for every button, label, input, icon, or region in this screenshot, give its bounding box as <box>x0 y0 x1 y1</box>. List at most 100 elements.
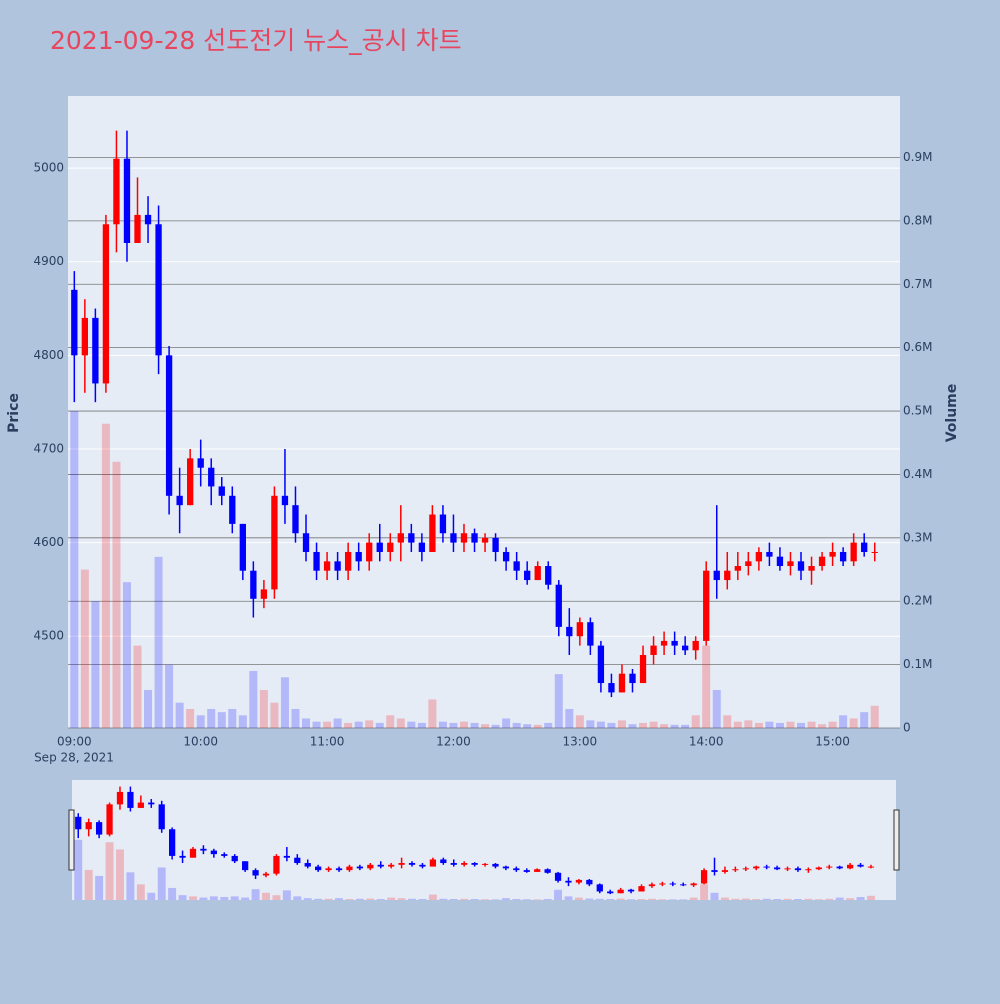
candle-body <box>355 551 362 562</box>
candle-body <box>210 850 217 855</box>
volume-bar <box>418 899 427 900</box>
volume-bar <box>502 718 511 728</box>
volume-bar <box>491 899 500 900</box>
y-axis-title: Price <box>6 393 22 433</box>
candle-body <box>294 857 301 864</box>
volume-bar <box>765 721 774 728</box>
volume-bar <box>617 720 626 728</box>
volume-bar <box>196 715 205 728</box>
candle-body <box>839 551 847 562</box>
candle-body <box>700 870 708 884</box>
volume-bar <box>565 708 574 728</box>
candle-body <box>398 863 405 865</box>
volume-bar <box>814 899 823 900</box>
volume-bar <box>744 720 753 728</box>
y-tick-label: 4500 <box>33 629 64 643</box>
candle-body <box>85 822 92 830</box>
volume-bar <box>249 670 258 728</box>
volume-bar <box>835 897 844 900</box>
volume-bar <box>702 645 711 728</box>
volume-bar <box>668 899 677 900</box>
candle-body <box>148 802 155 805</box>
volume-bar <box>658 899 667 900</box>
candle-body <box>323 561 331 571</box>
volume-bar <box>660 724 669 728</box>
volume-bar <box>122 582 131 728</box>
volume-bar <box>754 722 763 728</box>
candle-body <box>629 673 636 684</box>
candle-body <box>850 542 857 562</box>
candle-body <box>797 561 805 571</box>
volume-bar <box>365 720 374 728</box>
candle-body <box>315 866 322 871</box>
volume-bar <box>522 899 531 900</box>
volume-bar <box>710 892 719 900</box>
y2-axis-title: Volume <box>944 384 960 443</box>
volume-bar <box>741 898 750 900</box>
candle-body <box>565 880 572 883</box>
volume-bar <box>74 839 83 900</box>
x-tick-label: 14:00 <box>689 735 724 749</box>
candle-body <box>144 214 152 225</box>
volume-bar <box>376 899 385 900</box>
volume-bar <box>293 896 302 900</box>
x-tick-label: 13:00 <box>563 735 598 749</box>
volume-bar <box>700 884 709 900</box>
candle-body <box>429 514 436 552</box>
volume-bar <box>270 702 279 728</box>
volume-bar <box>554 674 563 728</box>
range-handle-right[interactable] <box>893 809 900 871</box>
candle-body <box>387 542 394 552</box>
candle-body <box>753 866 760 869</box>
candle-body <box>75 816 82 830</box>
candle-body <box>208 467 215 487</box>
range-handle-left[interactable] <box>68 809 75 871</box>
candle-body <box>703 570 710 641</box>
candle-body <box>608 683 615 693</box>
volume-bar <box>407 721 416 728</box>
volume-bar <box>596 721 605 728</box>
volume-bar <box>428 699 437 728</box>
volume-bar <box>387 897 396 900</box>
volume-bar <box>783 898 792 900</box>
volume-bar <box>136 884 145 900</box>
plot-area <box>68 96 900 728</box>
volume-bar <box>595 898 604 900</box>
volume-bar <box>501 898 510 900</box>
volume-bar <box>606 899 615 900</box>
y2-tick-label: 0 <box>903 721 911 735</box>
volume-bar <box>856 896 865 900</box>
volume-bar <box>786 721 795 728</box>
y-tick-label: 4900 <box>33 254 64 268</box>
volume-bar <box>523 724 532 728</box>
candle-body <box>638 886 645 892</box>
volume-bar <box>154 556 163 728</box>
candle-body <box>242 861 249 871</box>
candle-body <box>218 486 225 496</box>
candle-body <box>281 495 289 506</box>
candle-body <box>648 884 656 887</box>
candle-body <box>176 495 183 506</box>
candle-body <box>137 802 144 808</box>
volume-bar <box>116 849 124 900</box>
volume-bar <box>355 898 364 900</box>
volume-bar <box>533 724 542 728</box>
volume-bar <box>241 897 250 900</box>
volume-bar <box>449 899 458 900</box>
volume-bar <box>228 708 237 728</box>
candle-body <box>555 584 562 627</box>
candle-body <box>650 645 657 655</box>
candle-body <box>189 848 197 858</box>
volume-bar <box>459 721 468 728</box>
candle-body <box>377 864 384 867</box>
chart-title: 2021-09-28 선도전기 뉴스_공시 차트 <box>50 26 462 55</box>
candle-body <box>346 866 353 871</box>
volume-bar <box>804 898 813 900</box>
candle-body <box>450 533 457 543</box>
range-slider[interactable] <box>72 780 896 900</box>
candle-body <box>596 884 603 892</box>
candle-body <box>627 889 635 892</box>
candle-body <box>534 869 541 872</box>
volume-bar <box>105 842 114 900</box>
candle-body <box>388 864 395 867</box>
